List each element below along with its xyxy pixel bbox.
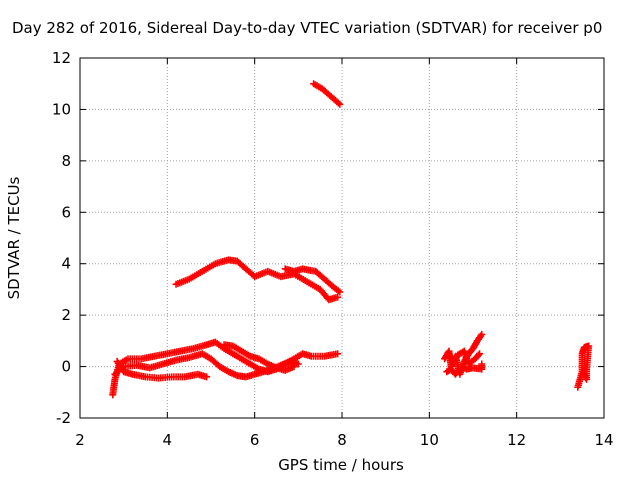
x-tick-label: 6: [250, 431, 260, 449]
data-point-run: [577, 370, 586, 381]
data-point-run: [582, 342, 591, 351]
data-point-run: [581, 372, 590, 382]
data-point-run: [320, 86, 334, 99]
data-point: [290, 363, 298, 371]
data-point-run: [178, 345, 196, 355]
data-point-run: [474, 332, 485, 343]
data-point-run: [292, 271, 309, 285]
data-point-run: [200, 261, 217, 274]
data-point-run: [444, 366, 454, 375]
data-point-run: [191, 341, 209, 352]
data-point-run: [331, 284, 342, 295]
data-point-run: [152, 350, 169, 360]
data-track: [445, 347, 484, 368]
data-point-run: [579, 345, 588, 356]
y-tick-label: 8: [61, 152, 71, 170]
data-point-run: [472, 351, 482, 362]
data-point-run: [253, 268, 270, 280]
data-point-run: [450, 353, 461, 366]
data-point-run: [239, 348, 253, 359]
data-point-run: [448, 366, 458, 377]
x-tick-label: 10: [420, 431, 439, 449]
data-point-run: [222, 346, 235, 357]
data-point-run: [239, 356, 253, 367]
data-point-run: [455, 348, 467, 358]
data-point-run: [574, 377, 583, 389]
plot-frame: [79, 57, 605, 419]
data-point-run: [257, 356, 270, 367]
data-point-run: [305, 279, 322, 292]
data-point-run: [311, 81, 325, 92]
data-point: [580, 370, 588, 378]
x-tick-label: 14: [594, 431, 613, 449]
data-point-run: [187, 269, 204, 282]
data-point-run: [112, 364, 126, 377]
data-point-run: [217, 364, 231, 375]
data-point-run: [235, 258, 248, 272]
data-track: [574, 342, 593, 391]
data-point-run: [208, 356, 222, 369]
grid-lines: [80, 58, 604, 418]
data-point-run: [322, 276, 336, 290]
y-tick-label: 2: [61, 306, 71, 324]
data-point-run: [466, 346, 476, 356]
data-point-run: [583, 344, 593, 371]
data-point-run: [266, 268, 283, 280]
y-axis-label: SDTVAR / TECUs: [5, 176, 23, 299]
data-point: [336, 288, 344, 296]
data-track: [443, 360, 486, 378]
data-point: [478, 330, 486, 338]
data-points: [109, 80, 593, 399]
data-point-run: [231, 343, 244, 354]
data-track: [281, 265, 344, 296]
data-point-run: [248, 361, 261, 372]
data-point-run: [200, 351, 213, 362]
data-point-run: [231, 351, 244, 362]
data-point-run: [466, 356, 478, 367]
data-point-run: [148, 361, 165, 371]
y-tick-label: 4: [61, 255, 71, 273]
x-tick-label: 4: [163, 431, 173, 449]
data-track: [310, 80, 344, 108]
data-point: [203, 373, 211, 381]
y-tick-label: 0: [61, 358, 71, 376]
chart-title: Day 282 of 2016, Sidereal Day-to-day VTE…: [12, 19, 602, 37]
x-tick-label: 2: [75, 431, 85, 449]
x-axis-label: GPS time / hours: [278, 456, 404, 474]
data-point-run: [322, 350, 340, 360]
y-tick-label: -2: [56, 409, 71, 427]
data-track: [111, 350, 302, 381]
data-point-run: [313, 269, 327, 282]
data-point-run: [460, 363, 469, 372]
data-point-run: [130, 371, 148, 380]
data-point: [478, 360, 486, 368]
data-point-run: [329, 94, 342, 107]
y-tick-label: 6: [61, 203, 71, 221]
data-point-run: [161, 357, 178, 367]
x-tick-label: 8: [337, 431, 347, 449]
y-tick-label: 12: [52, 49, 71, 67]
x-tick-label: 12: [507, 431, 526, 449]
data-point-run: [470, 338, 480, 351]
y-tick-label: 10: [52, 100, 71, 118]
data-point-run: [213, 339, 226, 351]
data-point-run: [139, 353, 156, 362]
data-point-run: [165, 348, 183, 357]
data-point: [476, 350, 484, 358]
tick-labels: 2 4 6 8 10 12 14 -2 0 2 4 6 8 10 12: [52, 49, 614, 449]
data-point: [336, 100, 344, 108]
data-point: [294, 360, 302, 368]
data-point: [334, 293, 342, 301]
data-point-run: [317, 287, 332, 302]
data-point-run: [109, 377, 119, 397]
data-point: [334, 350, 342, 358]
data-track: [220, 341, 298, 374]
data-point-run: [174, 354, 191, 364]
